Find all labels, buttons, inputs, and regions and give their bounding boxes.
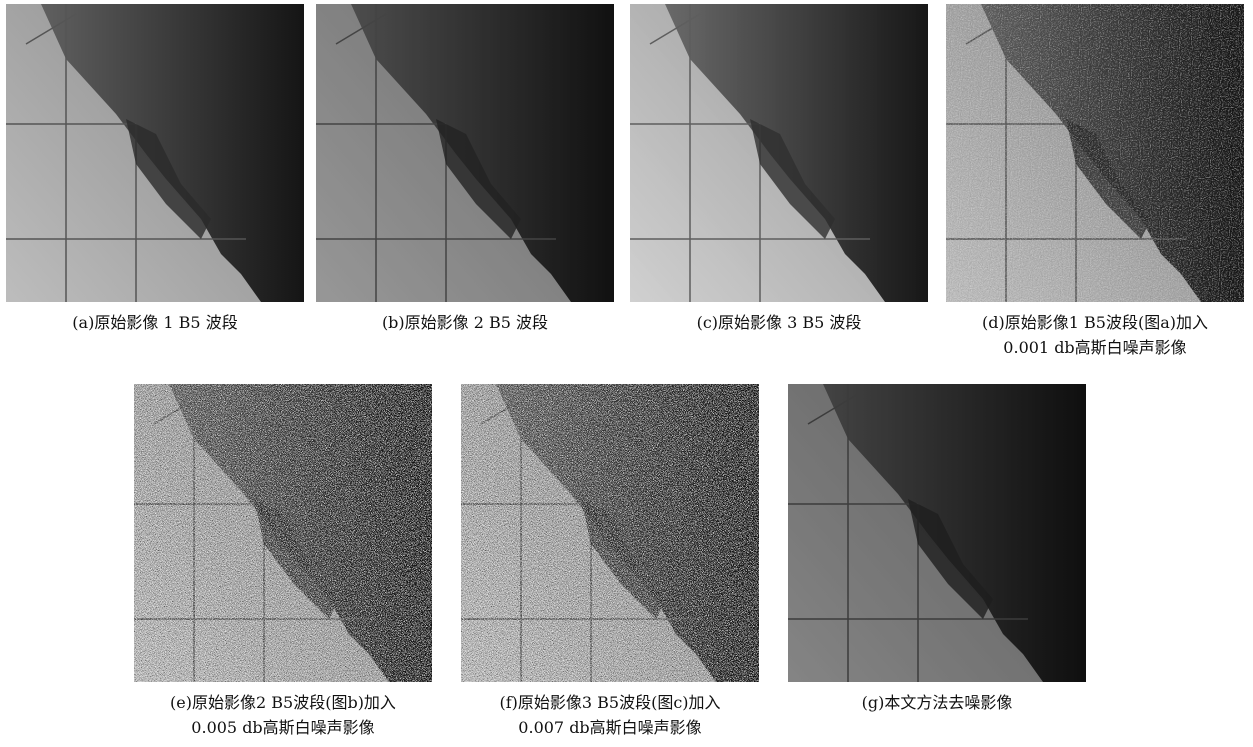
caption: (g)本文方法去噪影像 <box>767 690 1107 715</box>
caption-line: (e)原始影像2 B5波段(图b)加入 <box>113 690 453 715</box>
caption-line: (a)原始影像 1 B5 波段 <box>0 310 325 335</box>
figure: (b)原始影像 2 B5 波段 <box>295 4 635 335</box>
caption-line: (c)原始影像 3 B5 波段 <box>609 310 949 335</box>
satellite-image <box>788 384 1086 682</box>
caption-line: (g)本文方法去噪影像 <box>767 690 1107 715</box>
satellite-image <box>461 384 759 682</box>
caption-line: 0.001 db高斯白噪声影像 <box>925 335 1253 360</box>
satellite-image <box>134 384 432 682</box>
satellite-image <box>630 4 928 302</box>
figure: (a)原始影像 1 B5 波段 <box>0 4 325 335</box>
caption-line: 0.007 db高斯白噪声影像 <box>440 715 780 740</box>
caption-line: (d)原始影像1 B5波段(图a)加入 <box>925 310 1253 335</box>
caption: (b)原始影像 2 B5 波段 <box>295 310 635 335</box>
caption: (a)原始影像 1 B5 波段 <box>0 310 325 335</box>
satellite-image <box>316 4 614 302</box>
caption-line: 0.005 db高斯白噪声影像 <box>113 715 453 740</box>
caption-line: (b)原始影像 2 B5 波段 <box>295 310 635 335</box>
caption-line: (f)原始影像3 B5波段(图c)加入 <box>440 690 780 715</box>
caption: (c)原始影像 3 B5 波段 <box>609 310 949 335</box>
page: {"figures": [ {"caption": ["(a)原始影像 1 B5… <box>0 0 1253 747</box>
figure: (g)本文方法去噪影像 <box>767 384 1107 715</box>
figure: (c)原始影像 3 B5 波段 <box>609 4 949 335</box>
satellite-image <box>6 4 304 302</box>
satellite-image <box>946 4 1244 302</box>
